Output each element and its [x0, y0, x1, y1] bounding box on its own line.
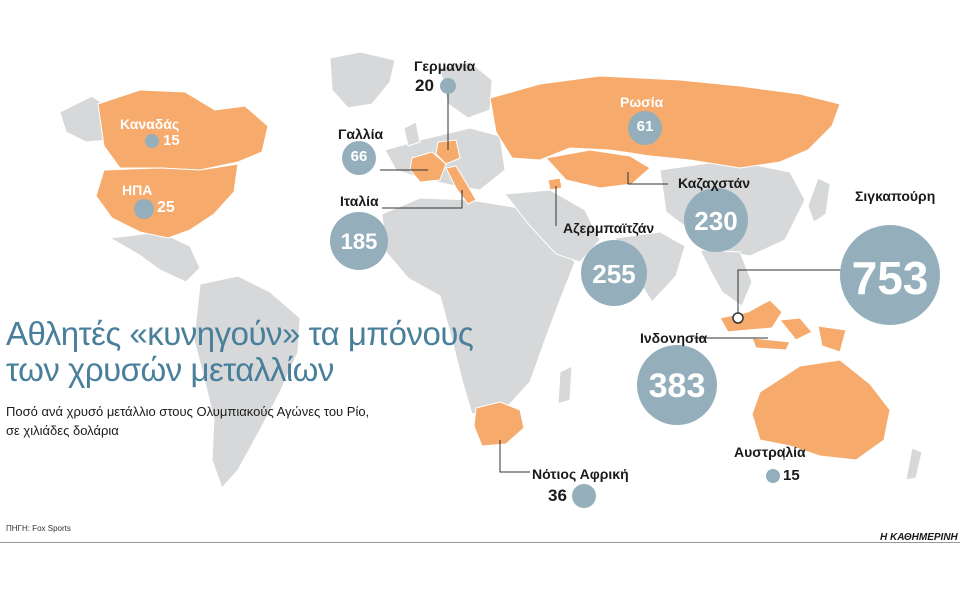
singapore-marker: [732, 312, 744, 324]
new-zealand: [905, 447, 923, 481]
label-south-africa: Νότιος Αφρική: [532, 466, 629, 482]
japan: [807, 177, 831, 223]
canada-shape: [97, 89, 269, 171]
value-france: 66: [350, 148, 368, 165]
value-germany: 20: [415, 76, 434, 95]
russia-shape: [489, 75, 841, 169]
source-credit: ΠΗΓΗ: Fox Sports: [6, 524, 71, 533]
value-singapore: 753: [851, 252, 929, 304]
bubble-usa: [134, 199, 154, 219]
highlighted-countries: [95, 75, 891, 461]
leader-lines: [380, 92, 848, 473]
headline-line-2: των χρυσών μεταλλίων: [6, 351, 334, 388]
bubble-south-africa: [572, 484, 596, 508]
bubble-kazakhstan: [684, 188, 748, 252]
south-africa-shape: [473, 401, 525, 447]
kazakhstan-shape: [545, 149, 651, 189]
singapore-leader: [737, 269, 848, 316]
usa-shape: [95, 163, 239, 239]
indonesia-shape: [719, 299, 847, 353]
australia-shape: [751, 359, 891, 461]
bubble-australia: [766, 469, 780, 483]
germany-shape: [435, 139, 461, 165]
italy-leader: [382, 190, 463, 209]
mexico-central-america: [108, 231, 201, 283]
value-usa: 25: [157, 199, 175, 216]
label-germany: Γερμανία: [414, 58, 476, 74]
south-america: [193, 275, 301, 489]
value-south-africa: 36: [548, 486, 567, 505]
subtitle-line-1: Ποσό ανά χρυσό μετάλλιο στους Ολυμπιακού…: [6, 404, 370, 419]
italy-shape: [445, 165, 477, 205]
southeast-asia: [699, 249, 753, 307]
label-singapore: Σιγκαπούρη: [855, 188, 936, 204]
bubble-singapore: [840, 225, 940, 325]
subtitle: Ποσό ανά χρυσό μετάλλιο στους Ολυμπιακού…: [6, 402, 369, 440]
value-russia: 61: [636, 118, 654, 135]
value-kazakhstan: 230: [694, 206, 738, 236]
bubble-france: [342, 141, 376, 175]
label-russia: Ρωσία: [620, 94, 664, 110]
bubble-canada: [145, 134, 159, 148]
footer-divider: [0, 542, 960, 543]
value-canada: 15: [163, 132, 180, 149]
label-usa: ΗΠΑ: [122, 182, 153, 198]
uk: [403, 121, 421, 147]
label-indonesia: Ινδονησία: [640, 330, 708, 346]
label-australia: Αυστραλία: [734, 444, 806, 460]
bubble-germany: [440, 78, 456, 94]
label-france: Γαλλία: [338, 126, 384, 142]
bubble-indonesia: [637, 345, 717, 425]
headline: Αθλητές «κυνηγούν» τα μπόνους των χρυσών…: [6, 315, 474, 388]
bubble-azerbaijan: [581, 240, 647, 306]
headline-line-1: Αθλητές «κυνηγούν» τα μπόνους: [6, 315, 474, 352]
south-africa-leader: [499, 440, 530, 473]
label-italy: Ιταλία: [340, 193, 379, 209]
bubble-russia: [628, 111, 662, 145]
bubble-italy: [330, 212, 388, 270]
azerbaijan-shape: [547, 177, 563, 191]
subtitle-line-2: σε χιλιάδες δολάρια: [6, 423, 119, 438]
value-indonesia: 383: [648, 367, 706, 405]
value-bubbles: [134, 78, 940, 508]
value-italy: 185: [340, 229, 378, 254]
value-azerbaijan: 255: [592, 259, 636, 289]
kazakhstan-leader: [627, 172, 668, 185]
africa: [381, 197, 576, 415]
greenland: [329, 51, 396, 109]
madagascar: [557, 365, 573, 405]
label-azerbaijan: Αζερμπαϊτζάν: [563, 220, 655, 236]
label-canada: Καναδάς: [120, 116, 180, 132]
value-australia: 15: [783, 467, 800, 484]
label-kazakhstan: Καζαχστάν: [678, 175, 751, 191]
publisher-logo: Η ΚΑΘΗΜΕΡΙΝΗ: [880, 532, 958, 543]
